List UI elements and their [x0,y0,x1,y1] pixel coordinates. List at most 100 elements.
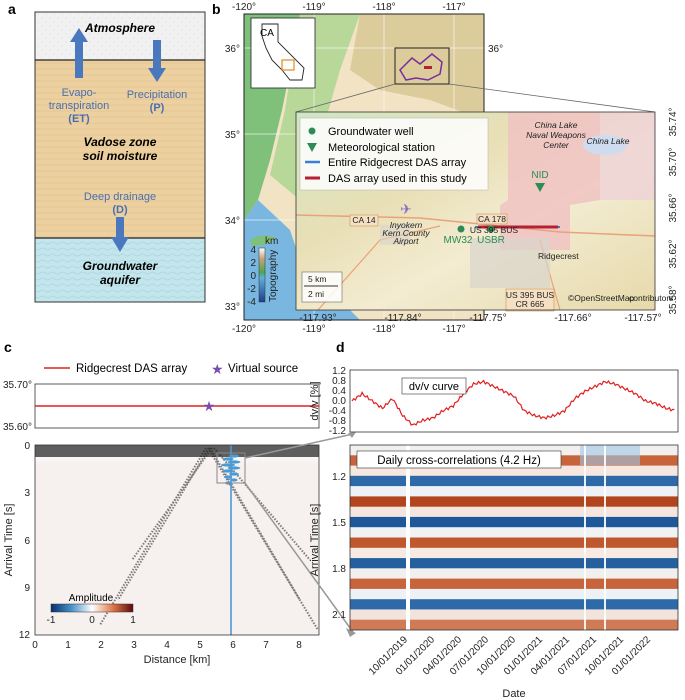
svg-text:-120°: -120° [232,324,256,335]
svg-text:0: 0 [24,441,30,452]
legend-virtual-source: Virtual source [228,363,298,375]
svg-text:China Lake: China Lake [534,120,577,130]
cc-band [350,486,678,497]
cc-band [350,599,678,611]
svg-text:Amplitude: Amplitude [69,593,114,604]
legend-met-station: Meteorological station [328,142,435,154]
station-nid-marker [535,183,545,192]
svg-text:5: 5 [197,640,203,651]
svg-text:Center: Center [543,140,570,150]
panel-c: c Ridgecrest DAS array ★ Virtual source … [3,339,356,666]
svg-text:-0.4: -0.4 [329,406,347,417]
virtual-source-wiggle [229,454,239,458]
cc-band [350,506,678,518]
legend-study-das: DAS array used in this study [328,173,467,185]
svg-text:contributors: contributors [629,293,673,303]
cc-band [350,445,678,456]
svg-text:0: 0 [250,271,256,282]
cc-band [350,578,678,590]
svg-text:1.8: 1.8 [332,564,346,575]
svg-text:Naval Weapons: Naval Weapons [526,130,587,140]
legend-entire-das: Entire Ridgecrest DAS array [328,157,467,169]
topography-colorbar: km 4 2 0 -2 -4 Topography [247,236,279,308]
dd-line1: Deep drainage [84,191,156,203]
moveout-wave [131,447,213,561]
svg-text:Kern County: Kern County [382,228,430,238]
svg-text:35.70°: 35.70° [3,380,32,391]
svg-text:USBR: USBR [477,235,505,246]
cc-band [350,568,678,580]
svg-text:Inyokern: Inyokern [390,220,423,230]
svg-text:US 395 BUS: US 395 BUS [506,290,555,300]
svg-text:0: 0 [32,640,38,651]
legend-das-array: Ridgecrest DAS array [76,363,187,375]
panel-a-label: a [8,1,16,17]
panel-d: d dv/v curve 1.2 0.8 0.4 0.0 -0.4 -0.8 -… [309,339,679,700]
virtual-source-wiggle [227,466,241,470]
svg-text:MW32: MW32 [444,235,473,246]
svg-text:0.4: 0.4 [332,386,346,397]
svg-text:-117.66°: -117.66° [554,313,591,324]
zoom-lon-ticks: -117.93° -117.84° -117.75° -117.66° -117… [299,313,661,324]
dvv-title: dv/v curve [409,381,459,393]
well-mw32-marker [457,225,465,233]
svg-text:35.60°: 35.60° [3,422,32,433]
virtual-source-star-icon: ★ [203,398,216,414]
svg-text:-117°: -117° [442,324,465,335]
svg-text:-117.75°: -117.75° [469,313,506,324]
svg-text:4: 4 [250,245,256,256]
svg-text:36°: 36° [488,44,503,55]
svg-text:1.2: 1.2 [332,472,346,483]
well-usbr-marker [487,225,495,233]
amplitude-colorbar: Amplitude -1 0 1 [47,593,137,626]
svg-text:CR 665: CR 665 [516,299,545,309]
svg-text:US 395 BUS: US 395 BUS [470,225,519,235]
svg-text:Airport: Airport [392,236,419,246]
svg-text:35.62°: 35.62° [668,239,679,268]
svg-text:-120°: -120° [232,2,256,13]
moveout-wave [99,447,207,626]
dvv-y-ticks: 1.2 0.8 0.4 0.0 -0.4 -0.8 -1.2 [329,366,347,437]
svg-text:0.8: 0.8 [332,376,346,387]
gw-line2: aquifer [100,273,141,287]
zoom-lat-ticks: 35.74° 35.70° 35.66° 35.62° 35.58° [668,107,679,314]
svg-text:CA 14: CA 14 [352,215,375,225]
virtual-source-wiggle [221,463,235,467]
svg-text:-117.84°: -117.84° [384,313,421,324]
svg-text:-117°: -117° [442,2,465,13]
cc-band [350,475,678,487]
zoom-map: ✈ China Lake Naval Weapons Center China … [295,111,673,312]
svg-text:4: 4 [164,640,170,651]
svg-text:0.0: 0.0 [332,396,346,407]
virtual-source-wiggle [229,472,239,476]
cc-band [350,496,678,508]
c-xlabel: Distance [km] [144,654,211,666]
cc-band [350,516,678,528]
svg-text:-2: -2 [247,284,256,295]
moveout-wave [207,447,319,631]
precipitation-arrow-icon [148,40,166,82]
svg-text:-1: -1 [47,615,56,626]
dvv-series-line [351,379,675,426]
dvv-plot [349,369,679,433]
et-arrow-icon [70,28,88,78]
cc-ylabel: Arrival Time [s] [309,504,321,577]
svg-text:Ridgecrest: Ridgecrest [538,251,579,261]
cc-x-ticks: 10/01/2019 01/01/2020 04/01/2020 07/01/2… [367,634,653,677]
svg-text:1.2: 1.2 [332,366,346,377]
deep-drainage-arrow-icon [111,217,129,252]
inset-ca-label: CA [260,28,274,39]
svg-text:9: 9 [24,583,30,594]
map-lon-ticks: -120° -119° -118° -117° -120° -119° -118… [232,2,466,335]
cc-band [350,527,678,539]
svg-text:-119°: -119° [302,2,325,13]
svg-text:12: 12 [19,630,31,641]
panel-c-label: c [4,339,12,355]
svg-text:7: 7 [263,640,269,651]
svg-text:34°: 34° [225,216,240,227]
svg-text:2: 2 [98,640,104,651]
svg-text:-4: -4 [247,297,256,308]
svg-text:China Lake: China Lake [586,136,629,146]
daily-cc-heatmap [350,445,678,630]
c-x-ticks: 0 1 2 3 4 5 6 7 8 [32,640,302,651]
